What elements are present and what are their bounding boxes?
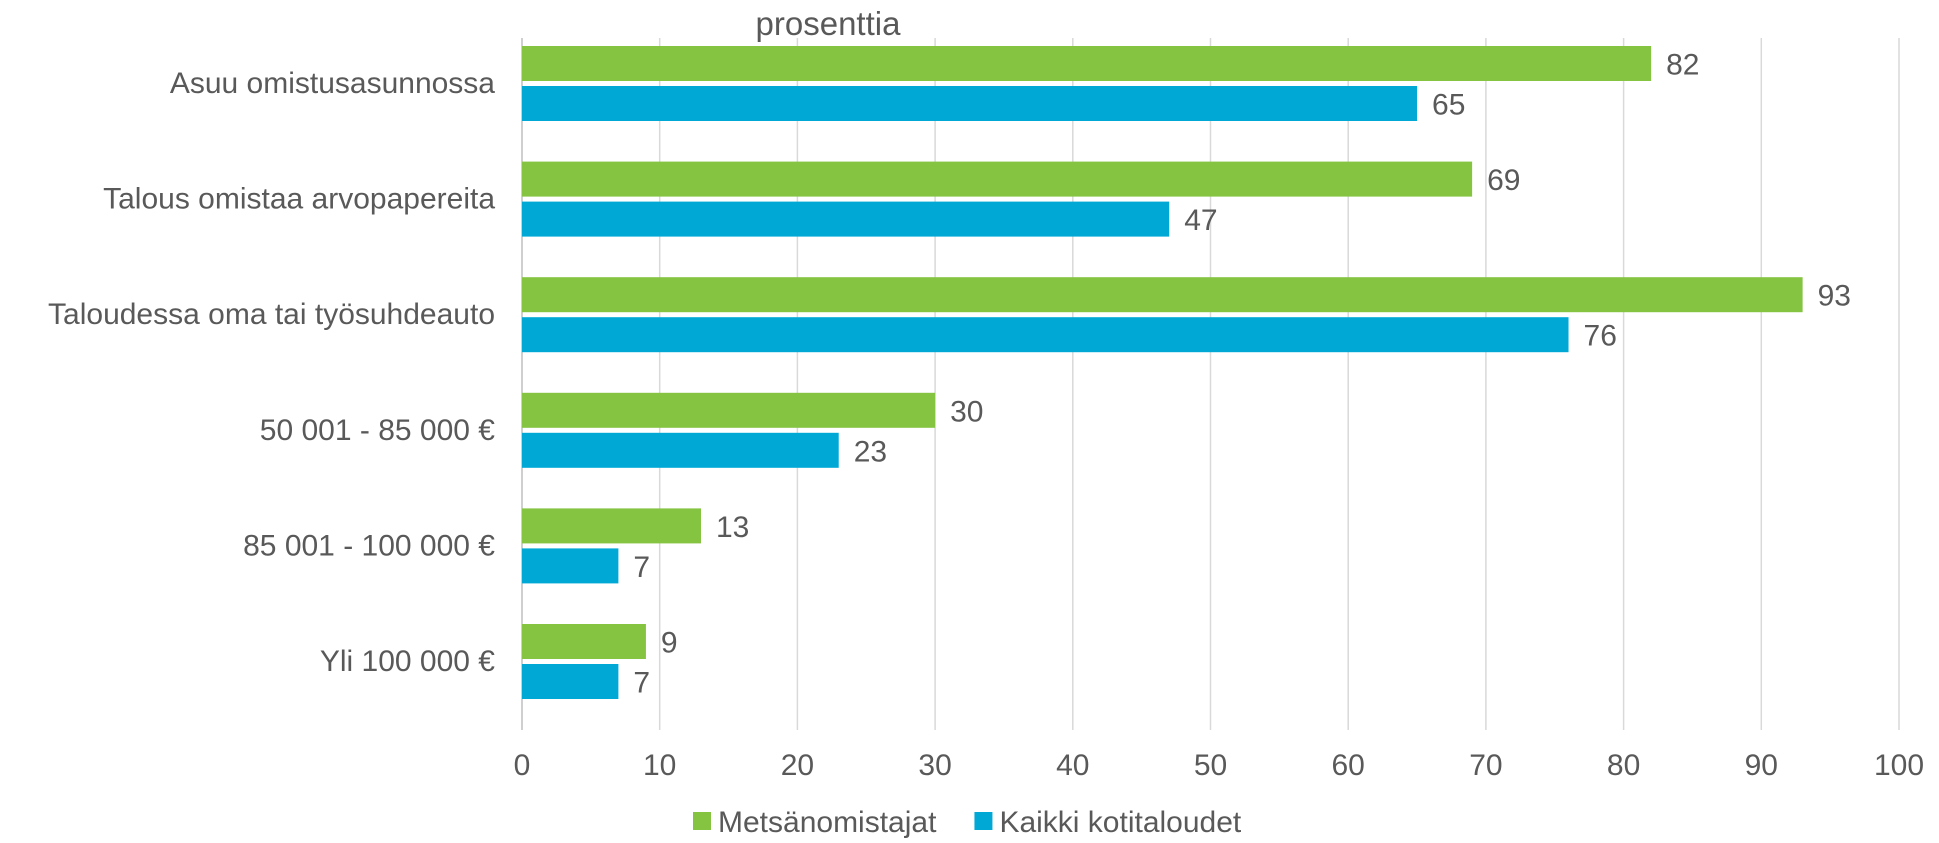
bar-kaikki-kotitaloudet <box>522 317 1569 353</box>
bar-kaikki-kotitaloudet <box>522 432 839 468</box>
x-tick-label: 40 <box>1056 749 1089 782</box>
x-tick-label: 60 <box>1332 749 1365 782</box>
data-label: 7 <box>633 667 650 700</box>
bar-metsanomistajat <box>522 508 702 544</box>
category-label: Taloudessa oma tai työsuhdeauto <box>48 298 495 331</box>
x-tick-label: 10 <box>643 749 676 782</box>
x-tick-label: 70 <box>1469 749 1502 782</box>
bar-metsanomistajat <box>522 624 646 659</box>
bar-metsanomistajat <box>522 46 1652 81</box>
data-label: 9 <box>661 627 678 660</box>
legend-swatch <box>693 812 711 830</box>
category-label: 85 001 - 100 000 € <box>243 529 495 562</box>
data-label: 69 <box>1487 164 1520 197</box>
data-label: 7 <box>633 551 650 584</box>
legend-item: Kaikki kotitaloudet <box>974 806 1242 839</box>
bar-metsanomistajat <box>522 392 936 428</box>
data-label: 93 <box>1818 280 1851 313</box>
unit-label: prosenttia <box>756 5 902 42</box>
data-label: 23 <box>854 435 887 468</box>
x-tick-label: 100 <box>1874 749 1924 782</box>
legend-label: Kaikki kotitaloudet <box>999 806 1241 839</box>
x-tick-labels: 0 10 20 30 40 50 60 70 80 90 100 <box>514 749 1924 782</box>
data-label: 30 <box>950 395 983 428</box>
data-label: 65 <box>1432 89 1465 122</box>
x-tick-label: 80 <box>1607 749 1640 782</box>
bar-metsanomistajat <box>522 277 1803 313</box>
bar-kaikki-kotitaloudet <box>522 86 1418 121</box>
category-labels: Asuu omistusasunnossa Talous omistaa arvo… <box>48 67 495 678</box>
legend-label: Metsänomistajat <box>718 806 937 839</box>
x-tick-label: 50 <box>1194 749 1227 782</box>
bar-kaikki-kotitaloudet <box>522 201 1170 237</box>
gridlines <box>521 38 1900 730</box>
data-label: 76 <box>1584 320 1617 353</box>
bar-kaikki-kotitaloudet <box>522 664 619 699</box>
bars <box>522 46 1803 699</box>
legend-item: Metsänomistajat <box>693 806 937 839</box>
category-label: Yli 100 000 € <box>320 645 495 678</box>
x-tick-label: 90 <box>1745 749 1778 782</box>
data-label: 47 <box>1184 204 1217 237</box>
x-tick-label: 30 <box>918 749 951 782</box>
data-label: 13 <box>716 511 749 544</box>
x-tick-label: 20 <box>781 749 814 782</box>
legend-swatch <box>974 812 993 830</box>
bar-kaikki-kotitaloudet <box>522 548 619 584</box>
legend: Metsänomistajat Kaikki kotitaloudet <box>693 806 1242 839</box>
x-tick-label: 0 <box>514 749 531 782</box>
category-label: Asuu omistusasunnossa <box>170 67 495 100</box>
category-label: 50 001 - 85 000 € <box>260 414 496 447</box>
bar-metsanomistajat <box>522 161 1473 197</box>
data-label: 82 <box>1666 49 1699 82</box>
category-label: Talous omistaa arvopapereita <box>103 183 495 216</box>
